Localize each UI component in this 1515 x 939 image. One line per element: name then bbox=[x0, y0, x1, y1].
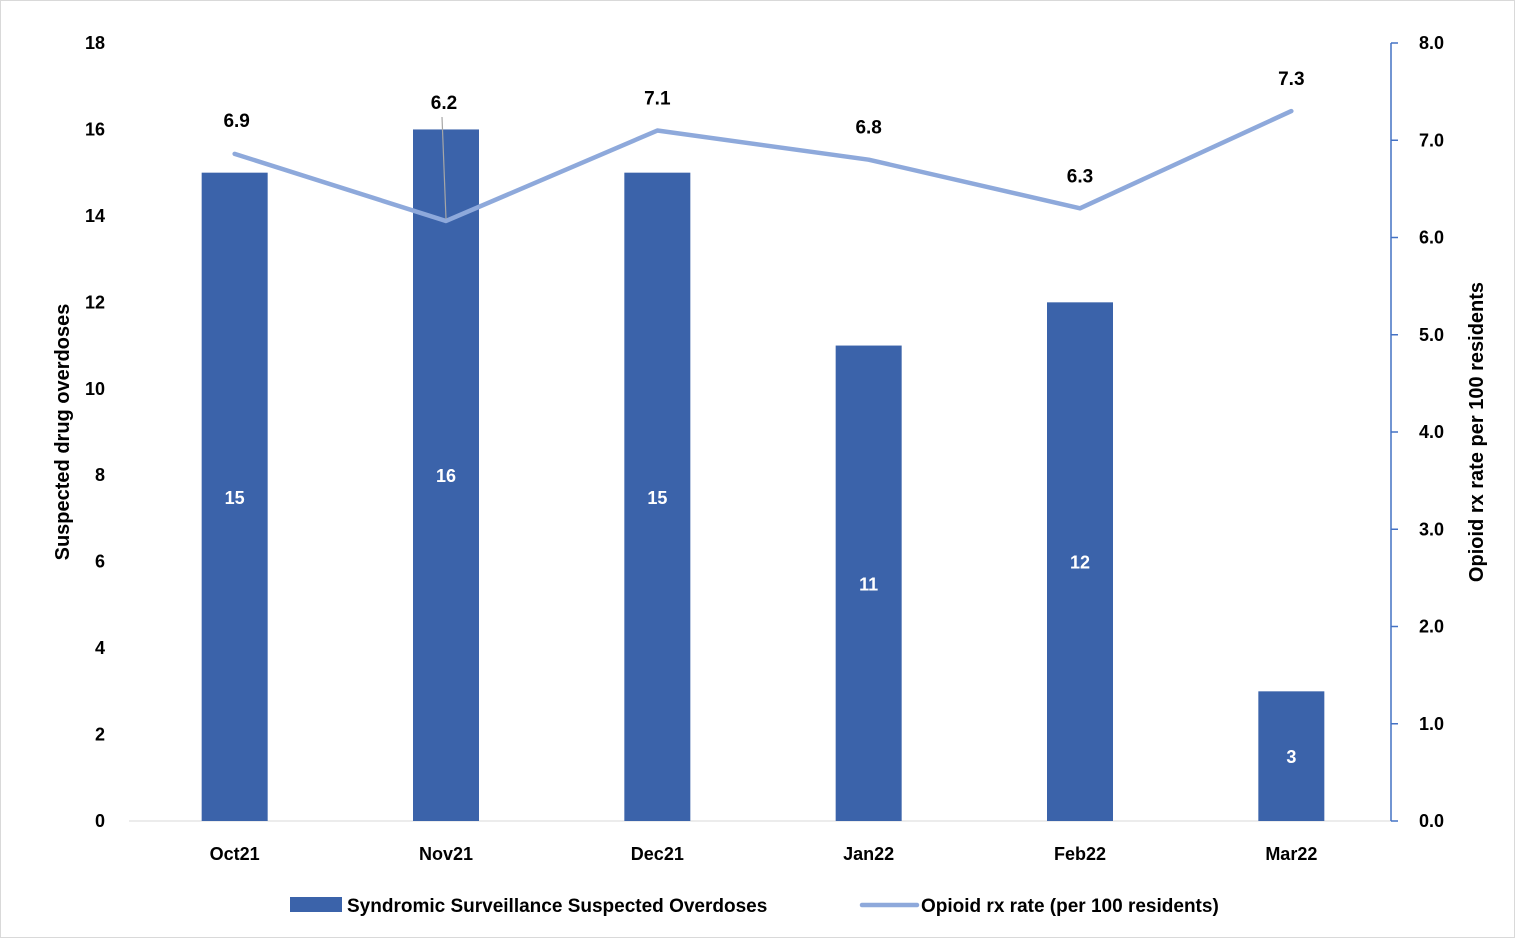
x-tick-label: Dec21 bbox=[631, 844, 684, 864]
x-tick-label: Mar22 bbox=[1265, 844, 1317, 864]
bar-dec21 bbox=[624, 172, 691, 821]
x-tick-label: Nov21 bbox=[419, 844, 473, 864]
y-right-axis-title: Opioid rx rate per 100 residents bbox=[1466, 282, 1488, 582]
y-right-tick-label: 6.0 bbox=[1419, 228, 1444, 248]
y-left-tick-label: 16 bbox=[85, 119, 105, 139]
bar-value-label: 16 bbox=[436, 466, 456, 486]
y-right-tick-label: 4.0 bbox=[1419, 422, 1444, 442]
y-left-tick-label: 6 bbox=[95, 552, 105, 572]
legend-label-overdoses: Syndromic Surveillance Suspected Overdos… bbox=[347, 896, 767, 917]
y-right-tick-label: 3.0 bbox=[1419, 519, 1444, 539]
x-tick-label: Jan22 bbox=[843, 844, 894, 864]
y-left-tick-label: 0 bbox=[95, 811, 105, 831]
y-right-tick-label: 2.0 bbox=[1419, 617, 1444, 637]
x-tick-label: Feb22 bbox=[1054, 844, 1106, 864]
bar-value-label: 15 bbox=[647, 488, 667, 508]
line-value-label: 6.2 bbox=[431, 93, 457, 114]
bar-oct21 bbox=[201, 172, 268, 821]
y-left-tick-label: 2 bbox=[95, 725, 105, 745]
x-tick-label: Oct21 bbox=[210, 844, 260, 864]
bar-value-label: 3 bbox=[1286, 747, 1296, 767]
y-left-tick-label: 8 bbox=[95, 465, 105, 485]
line-value-label: 7.1 bbox=[644, 89, 671, 110]
y-left-tick-label: 14 bbox=[85, 206, 105, 226]
legend-swatch-overdoses bbox=[290, 897, 342, 912]
rx-rate-line bbox=[232, 108, 1294, 224]
bar-nov21 bbox=[413, 129, 479, 821]
y-right-tick-label: 5.0 bbox=[1419, 325, 1444, 345]
bar-value-label: 15 bbox=[225, 488, 245, 508]
leader-line bbox=[441, 116, 447, 219]
line-value-label: 7.3 bbox=[1278, 69, 1304, 90]
y-right-tick-label: 1.0 bbox=[1419, 714, 1444, 734]
bar-value-label: 11 bbox=[859, 574, 878, 594]
y-right-tick-label: 8.0 bbox=[1419, 33, 1444, 53]
bar-feb22 bbox=[1047, 302, 1113, 821]
bar-jan22 bbox=[835, 345, 902, 821]
y-left-tick-label: 10 bbox=[85, 379, 105, 399]
y-left-tick-label: 12 bbox=[85, 292, 105, 312]
line-value-label: 6.3 bbox=[1067, 166, 1093, 187]
bar-mar22 bbox=[1258, 691, 1325, 821]
line-value-label: 6.9 bbox=[223, 111, 249, 132]
y-left-tick-label: 18 bbox=[85, 33, 105, 53]
legend-label-rx-rate: Opioid rx rate (per 100 residents) bbox=[921, 896, 1219, 917]
line-value-label: 6.8 bbox=[855, 118, 881, 139]
y-left-tick-label: 4 bbox=[95, 638, 105, 658]
y-right-tick-label: 7.0 bbox=[1419, 130, 1444, 150]
y-left-axis-title: Suspected drug overdoses bbox=[52, 304, 74, 561]
y-right-tick-label: 0.0 bbox=[1419, 811, 1444, 831]
bar-value-label: 12 bbox=[1070, 553, 1090, 573]
